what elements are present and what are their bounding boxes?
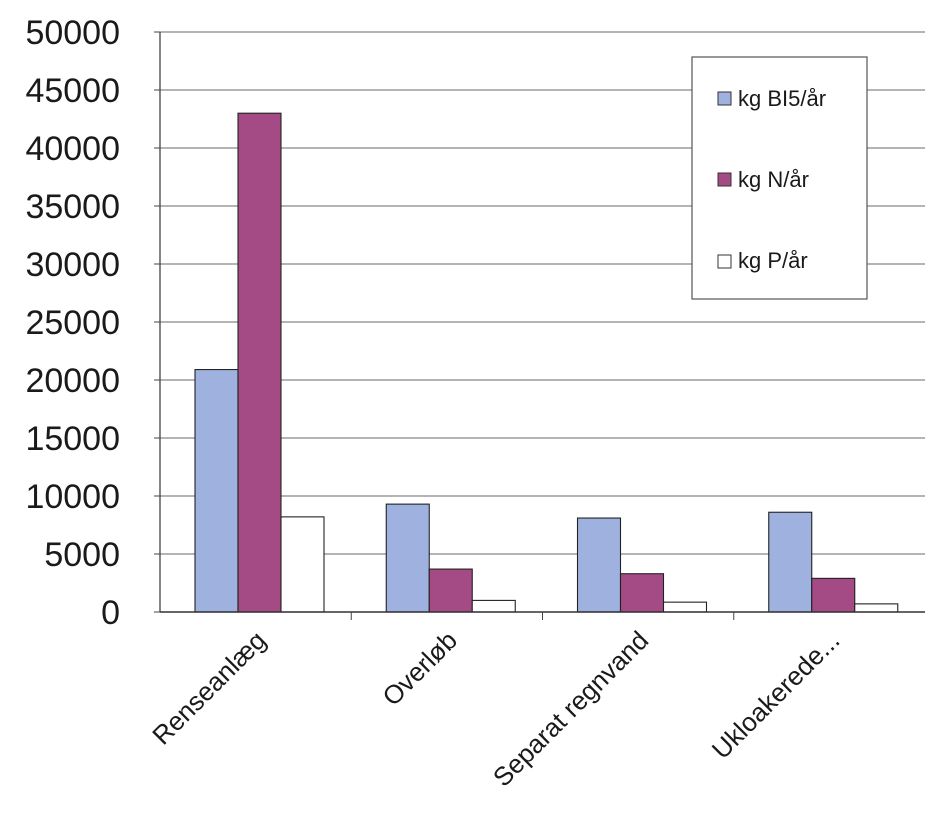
legend-label-n: kg N/år <box>738 167 809 192</box>
bar-n-2 <box>619 573 665 613</box>
y-tick-label: 40000 <box>25 130 120 168</box>
axes <box>159 32 925 620</box>
legend-label-bi5: kg BI5/år <box>738 86 826 111</box>
legend-swatch-p <box>717 254 732 269</box>
y-tick-label: 5000 <box>44 536 120 574</box>
bar-bi5-0 <box>194 369 239 613</box>
bars <box>194 112 899 613</box>
y-tick-label: 0 <box>101 594 120 632</box>
bar-p-2 <box>662 601 708 613</box>
bar-n-1 <box>428 568 473 613</box>
bar-bi5-2 <box>576 517 622 613</box>
bar-p-1 <box>471 599 516 613</box>
bar-bi5-1 <box>385 503 430 613</box>
bar-p-0 <box>280 516 325 613</box>
bar-n-3 <box>811 577 856 613</box>
gridlines <box>160 31 925 555</box>
bar-n-0 <box>237 112 282 613</box>
y-tick-label: 50000 <box>25 14 120 52</box>
x-category-label: Overløb <box>376 625 463 712</box>
x-axis-category-labels: Renseanlæg Overløb Separat regnvand Ukloake… <box>146 625 845 792</box>
y-tick-label: 15000 <box>25 420 120 458</box>
x-category-label: Ukloakerede... <box>706 625 846 765</box>
y-tick-label: 10000 <box>25 478 120 516</box>
legend-swatch-n <box>717 172 732 187</box>
y-tick-label: 25000 <box>25 304 120 342</box>
bar-p-3 <box>854 603 899 613</box>
y-tick-label: 20000 <box>25 362 120 400</box>
y-axis-tick-labels: 0 5000 10000 15000 20000 25000 30000 35000 40000… <box>25 14 160 632</box>
x-category-label: Separat regnvand <box>487 625 654 792</box>
legend: kg BI5/år kg N/år kg P/år <box>691 56 868 300</box>
bar-bi5-3 <box>768 511 813 613</box>
x-category-label: Renseanlæg <box>146 625 271 750</box>
legend-swatch-bi5 <box>717 91 732 106</box>
y-tick-label: 35000 <box>25 188 120 226</box>
y-tick-label: 45000 <box>25 72 120 110</box>
y-tick-label: 30000 <box>25 246 120 284</box>
legend-label-p: kg P/år <box>738 248 808 273</box>
